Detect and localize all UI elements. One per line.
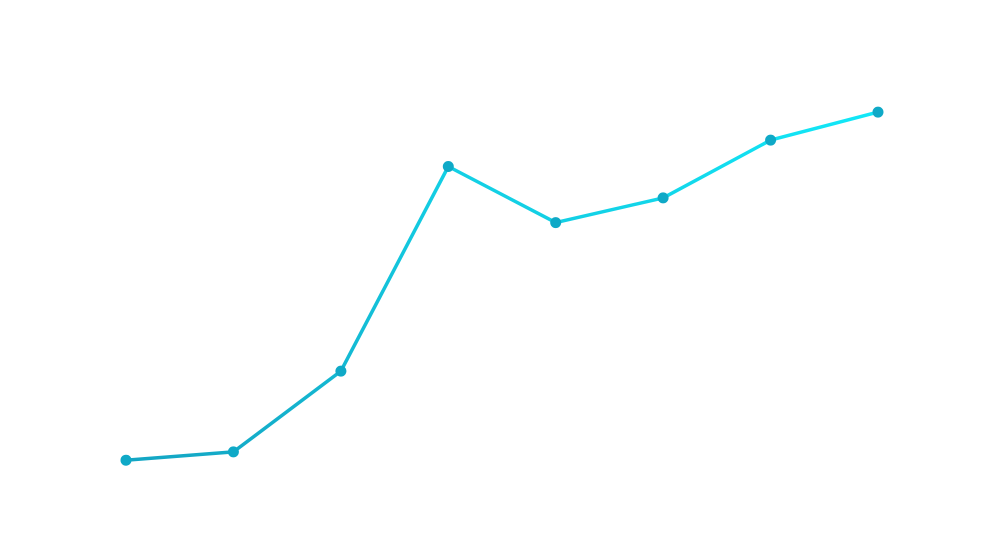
- data-point[interactable]: [227, 446, 239, 458]
- plot-area: [120, 106, 884, 466]
- data-point[interactable]: [765, 134, 777, 146]
- data-point[interactable]: [550, 217, 562, 229]
- data-point[interactable]: [120, 454, 132, 466]
- data-point[interactable]: [335, 365, 347, 377]
- data-point[interactable]: [657, 192, 669, 204]
- series-line: [124, 110, 880, 462]
- data-point[interactable]: [442, 161, 454, 172]
- data-point[interactable]: [872, 106, 884, 118]
